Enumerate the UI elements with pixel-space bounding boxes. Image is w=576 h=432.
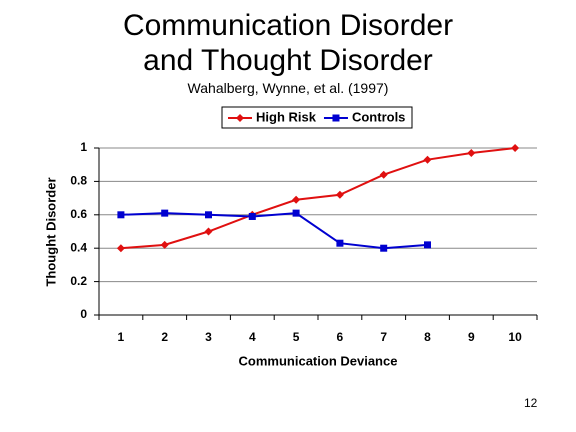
- marker: [117, 211, 125, 219]
- legend-label: Controls: [352, 109, 405, 124]
- marker: [160, 240, 169, 249]
- x-tick-label: 10: [508, 330, 522, 344]
- legend-marker: [236, 114, 244, 122]
- legend-box: [221, 106, 413, 129]
- series-line: [120, 212, 428, 250]
- marker: [161, 209, 169, 217]
- x-tick-label: 5: [293, 330, 300, 344]
- y-tick-label: 0.6: [70, 207, 87, 221]
- x-tick-label: 3: [205, 330, 212, 344]
- marker: [467, 149, 476, 158]
- marker: [423, 155, 432, 164]
- marker: [380, 244, 388, 252]
- marker: [511, 144, 520, 152]
- title: Communication Disorder and Thought Disor…: [122, 9, 454, 77]
- subtitle: Wahalberg, Wynne, et al. (1997): [187, 80, 389, 96]
- x-tick-label: 1: [118, 330, 125, 344]
- x-tick-label: 7: [380, 330, 387, 344]
- marker: [379, 170, 388, 179]
- x-tick-label: 4: [249, 330, 256, 344]
- series-line: [120, 147, 516, 250]
- y-tick-label: 0.8: [70, 174, 87, 188]
- x-tick-label: 8: [424, 330, 431, 344]
- marker: [205, 211, 212, 219]
- marker: [424, 241, 431, 249]
- legend-label: High Risk: [256, 109, 317, 124]
- marker: [248, 212, 256, 220]
- legend-marker: [332, 114, 340, 122]
- marker: [292, 209, 300, 217]
- page-number: 12: [524, 396, 538, 410]
- x-tick-label: 6: [337, 330, 344, 344]
- y-tick-label: 0.4: [70, 240, 87, 254]
- marker: [116, 244, 125, 253]
- marker: [335, 190, 344, 199]
- y-tick-label: 1: [80, 140, 87, 154]
- y-tick-label: 0: [80, 307, 87, 321]
- marker: [292, 195, 301, 204]
- x-tick-label: 9: [468, 330, 475, 344]
- y-tick-label: 0.2: [70, 274, 87, 288]
- marker: [336, 239, 344, 247]
- y-axis-label: Thought Disorder: [43, 177, 58, 286]
- x-axis-label: Communication Deviance: [239, 353, 398, 368]
- x-tick-label: 2: [161, 330, 168, 344]
- marker: [204, 227, 213, 236]
